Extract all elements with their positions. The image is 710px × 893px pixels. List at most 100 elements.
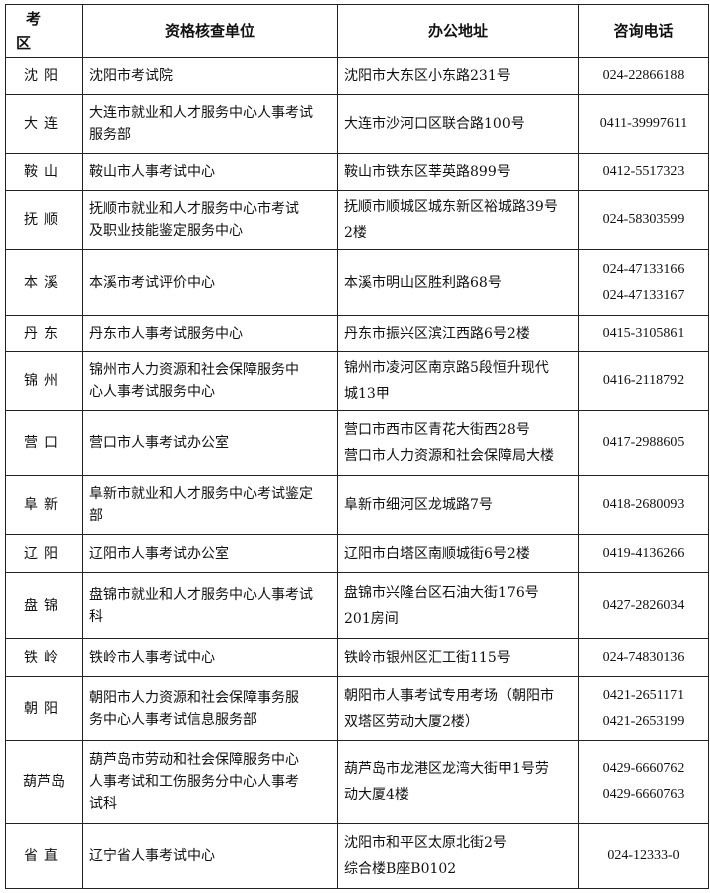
phone-cell-line: 0429-6660763 xyxy=(602,787,685,802)
header-area-line: 区 xyxy=(16,34,32,52)
table-row: 朝阳 朝阳市人力资源和社会保障事务服 务中心人事考试信息服务部 朝阳市人事考试专用考场… xyxy=(5,676,709,741)
exam-office-table: 考区 资格核查单位 办公地址 咨询电话 沈阳 沈阳市考试院 沈阳市大东区小东路231… xyxy=(5,4,709,889)
address-cell-line: 营口市人力资源和社会保障局大楼 xyxy=(344,448,554,464)
phone-cell: 0429-6660762 0429-6660763 xyxy=(578,740,709,824)
unit-cell-line: 丹东市人事考试服务中心 xyxy=(89,325,243,342)
address-cell: 沈阳市大东区小东路231号 xyxy=(337,57,579,95)
unit-cell: 盘锦市就业和人才服务中心人事考试科 xyxy=(82,572,338,639)
phone-cell: 024-58303599 xyxy=(578,190,709,250)
table-row: 锦州 锦州市人力资源和社会保障服务中 心人事考试服务中心 锦州市凌河区南京路5段恒升现… xyxy=(5,351,709,411)
table-row: 大连 大连市就业和人才服务中心人事考试 服务部 大连市沙河口区联合路100号 0411-… xyxy=(5,94,709,154)
phone-cell-line: 024-47133167 xyxy=(602,287,685,303)
unit-cell-line: 辽宁省人事考试中心 xyxy=(89,848,215,864)
phone-cell-line: 0412-5517323 xyxy=(602,164,685,179)
area-cell: 大连 xyxy=(5,94,83,154)
address-cell-line: 201房间 xyxy=(344,610,399,627)
address-cell: 葫芦岛市龙港区龙湾大街甲1号劳 动大厦4楼 xyxy=(337,740,579,824)
unit-cell-line: 人事考试和工伤服务分中心人事考 xyxy=(89,774,299,790)
phone-cell: 0418-2680093 xyxy=(578,475,709,535)
unit-cell-line: 阜新市就业和人才服务中心考试鉴定 xyxy=(89,486,313,502)
unit-cell: 丹东市人事考试服务中心 xyxy=(82,315,338,352)
area-cell: 铁岭 xyxy=(5,638,83,677)
table-row: 铁岭 铁岭市人事考试中心 铁岭市银州区汇工街115号 024-74830136 xyxy=(5,638,709,677)
address-cell-line: 综合楼B座B0102 xyxy=(344,861,457,877)
address-cell: 营口市西市区青花大街西28号营口市人力资源和社会保障局大楼 xyxy=(337,410,579,476)
address-cell: 朝阳市人事考试专用考场（朝阳市 双塔区劳动大厦2楼） xyxy=(337,676,579,741)
phone-cell: 0421-2651171 0421-2653199 xyxy=(578,676,709,741)
address-cell: 阜新市细河区龙城路7号 xyxy=(337,475,579,535)
unit-cell-line: 沈阳市考试院 xyxy=(89,68,173,84)
phone-cell-line: 024-12333-0 xyxy=(607,848,680,863)
table-row: 省直 辽宁省人事考试中心 沈阳市和平区太原北街2号 综合楼B座B0102 024-123… xyxy=(5,823,709,889)
unit-cell-line: 本溪市考试评价中心 xyxy=(89,274,215,291)
area-cell: 锦州 xyxy=(5,351,83,411)
phone-cell-line: 0419-4136266 xyxy=(602,545,685,561)
unit-cell-line: 科 xyxy=(89,608,103,625)
address-cell: 盘锦市兴隆台区石油大街176号 201房间 xyxy=(337,572,579,639)
address-cell: 丹东市振兴区滨江西路6号2楼 xyxy=(337,315,579,352)
unit-cell-line: 朝阳市人力资源和社会保障事务服 xyxy=(89,689,299,706)
header-phone: 咨询电话 xyxy=(578,4,709,58)
phone-cell-line: 024-22866188 xyxy=(602,68,685,83)
area-cell: 鞍山 xyxy=(5,153,83,191)
phone-cell: 024-74830136 xyxy=(578,638,709,677)
address-cell-line: 葫芦岛市龙港区龙湾大街甲1号劳 xyxy=(344,761,549,777)
phone-cell-line: 0416-2118792 xyxy=(602,373,685,388)
unit-cell-line: 心人事考试服务中心 xyxy=(89,384,215,400)
phone-cell-line: 024-58303599 xyxy=(602,212,685,227)
area-cell: 营口 xyxy=(5,410,83,476)
address-cell-line: 锦州市凌河区南京路5段恒升现代 xyxy=(344,360,549,376)
unit-cell-line: 营口市人事考试办公室 xyxy=(89,435,229,451)
address-cell-line: 本溪市明山区胜利路68号 xyxy=(344,274,502,291)
area-cell: 丹东 xyxy=(5,315,83,352)
phone-cell: 0411-39997611 xyxy=(578,94,709,154)
unit-cell-line: 抚顺市就业和人才服务中心市考试 xyxy=(89,201,299,217)
table-row: 阜新 阜新市就业和人才服务中心考试鉴定部阜新市细河区龙城路7号 0418-26800… xyxy=(5,475,709,535)
phone-cell: 0419-4136266 xyxy=(578,534,709,573)
address-cell: 辽阳市白塔区南顺城街6号2楼 xyxy=(337,534,579,573)
unit-cell: 营口市人事考试办公室 xyxy=(82,410,338,476)
phone-cell-line: 0421-2653199 xyxy=(602,713,685,729)
address-cell-line: 营口市西市区青花大街西28号 xyxy=(344,422,530,438)
area-cell: 阜新 xyxy=(5,475,83,535)
table-body: 沈阳 沈阳市考试院 沈阳市大东区小东路231号 024-22866188 大连 大连市就业… xyxy=(5,57,709,889)
phone-cell-line: 024-47133166 xyxy=(602,261,685,277)
phone-cell: 0427-2826034 xyxy=(578,572,709,639)
address-cell-line: 鞍山市铁东区莘英路899号 xyxy=(344,164,511,180)
address-cell-line: 铁岭市银州区汇工街115号 xyxy=(344,649,511,666)
phone-cell-line: 0411-39997611 xyxy=(599,116,688,131)
unit-cell-line: 试科 xyxy=(89,796,117,812)
area-cell: 辽阳 xyxy=(5,534,83,573)
header-area: 考区 xyxy=(5,4,83,58)
unit-cell-line: 服务部 xyxy=(89,127,131,143)
table-row: 盘锦 盘锦市就业和人才服务中心人事考试科盘锦市兴隆台区石油大街176号 201房间 0… xyxy=(5,572,709,639)
unit-cell: 大连市就业和人才服务中心人事考试 服务部 xyxy=(82,94,338,154)
unit-cell: 鞍山市人事考试中心 xyxy=(82,153,338,191)
address-cell-line: 丹东市振兴区滨江西路6号2楼 xyxy=(344,325,530,342)
area-cell: 省直 xyxy=(5,823,83,889)
unit-cell: 锦州市人力资源和社会保障服务中 心人事考试服务中心 xyxy=(82,351,338,411)
address-cell-line: 沈阳市大东区小东路231号 xyxy=(344,68,511,84)
address-cell-line: 朝阳市人事考试专用考场（朝阳市 xyxy=(344,687,554,704)
header-unit: 资格核查单位 xyxy=(82,4,338,58)
unit-cell: 铁岭市人事考试中心 xyxy=(82,638,338,677)
unit-cell-line: 鞍山市人事考试中心 xyxy=(89,164,215,180)
unit-cell-line: 辽阳市人事考试办公室 xyxy=(89,545,229,562)
header-row: 考区 资格核查单位 办公地址 咨询电话 xyxy=(5,4,709,58)
table-row: 葫芦岛 葫芦岛市劳动和社会保障服务中心 人事考试和工伤服务分中心人事考 试科 葫芦岛市龙… xyxy=(5,740,709,824)
phone-cell-line: 0427-2826034 xyxy=(602,597,685,613)
area-cell: 沈阳 xyxy=(5,57,83,95)
phone-cell: 024-12333-0 xyxy=(578,823,709,889)
table-row: 辽阳 辽阳市人事考试办公室 辽阳市白塔区南顺城街6号2楼 0419-4136266 xyxy=(5,534,709,573)
phone-cell: 0415-3105861 xyxy=(578,315,709,352)
address-cell-line: 盘锦市兴隆台区石油大街176号 xyxy=(344,584,539,601)
address-cell: 锦州市凌河区南京路5段恒升现代 城13甲 xyxy=(337,351,579,411)
unit-cell-line: 大连市就业和人才服务中心人事考试 xyxy=(89,105,313,121)
table-row: 本溪 本溪市考试评价中心 本溪市明山区胜利路68号 024-47133166 024-4… xyxy=(5,249,709,316)
unit-cell-line: 葫芦岛市劳动和社会保障服务中心 xyxy=(89,752,299,768)
address-cell-line: 动大厦4楼 xyxy=(344,787,409,803)
phone-cell: 024-22866188 xyxy=(578,57,709,95)
area-cell: 葫芦岛 xyxy=(5,740,83,824)
table-row: 抚顺 抚顺市就业和人才服务中心市考试 及职业技能鉴定服务中心 抚顺市顺城区城东新区裕城… xyxy=(5,190,709,250)
header-area-line: 考 xyxy=(26,10,42,28)
